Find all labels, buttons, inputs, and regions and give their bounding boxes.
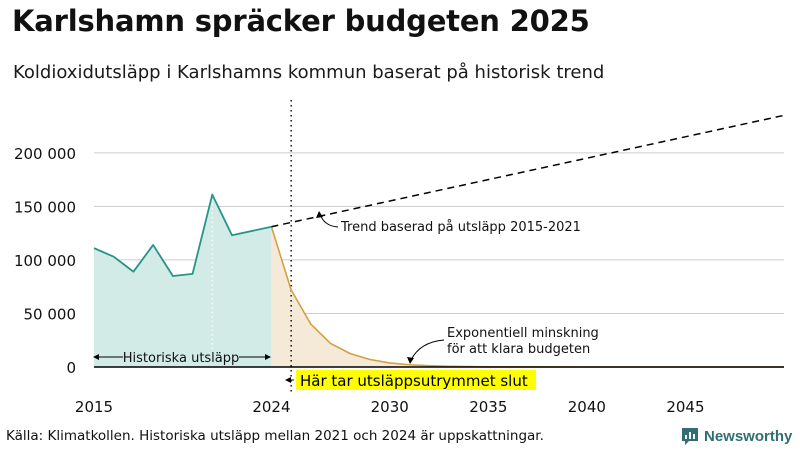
- newsworthy-icon: [682, 428, 698, 445]
- y-tick-label: 50 000: [24, 305, 77, 323]
- x-tick-label: 2015: [75, 398, 113, 416]
- y-tick-label: 150 000: [14, 198, 76, 216]
- historical-label: Historiska utsläpp: [123, 351, 240, 366]
- trend-label: Trend baserad på utsläpp 2015-2021: [340, 220, 581, 235]
- trend-label-arrowhead: [316, 211, 323, 218]
- brand-name: Newsworthy: [704, 427, 793, 445]
- markers: [211, 100, 292, 392]
- x-tick-label: 2024: [252, 398, 290, 416]
- historical-label-bg: [123, 349, 239, 365]
- budget-label-line1: Exponentiell minskning: [447, 326, 599, 341]
- historical-arrow-right: [265, 354, 271, 360]
- annotations: Historiska utsläpp Trend baserad på utsl…: [93, 211, 599, 390]
- area-fills: [94, 194, 784, 367]
- budget-area: [271, 226, 784, 367]
- x-tick-label: 2035: [469, 398, 507, 416]
- y-tick-label: 100 000: [14, 252, 76, 270]
- historical-arrow-left: [93, 354, 99, 360]
- budget-end-arrowhead: [285, 377, 291, 383]
- budget-label-arrowhead: [407, 357, 414, 364]
- source-note: Källa: Klimatkollen. Historiska utsläpp …: [6, 428, 544, 444]
- y-tick-label: 0: [66, 359, 76, 377]
- y-tick-label: 200 000: [14, 145, 76, 163]
- x-tick-label: 2030: [371, 398, 409, 416]
- x-tick-label: 2045: [666, 398, 704, 416]
- budget-label-arrow: [410, 339, 445, 361]
- budget-end-highlight: [296, 370, 536, 390]
- trend-line: [271, 114, 785, 228]
- chart-title: Karlshamn spräcker budgeten 2025: [12, 4, 590, 38]
- x-tick-label: 2040: [568, 398, 606, 416]
- axes: 0 50 000 100 000 150 000 200 000 2015 2024 2030…: [14, 145, 784, 416]
- chart-subtitle: Koldioxidutsläpp i Karlshamns kommun bas…: [13, 62, 605, 83]
- budget-end-label: Här tar utsläppsutrymmet slut: [300, 372, 528, 390]
- historical-line: [93, 193, 272, 277]
- newsworthy-logo: Newsworthy: [680, 426, 792, 446]
- budget-label-line2: för att klara budgeten: [447, 342, 590, 357]
- historical-area: [94, 194, 272, 367]
